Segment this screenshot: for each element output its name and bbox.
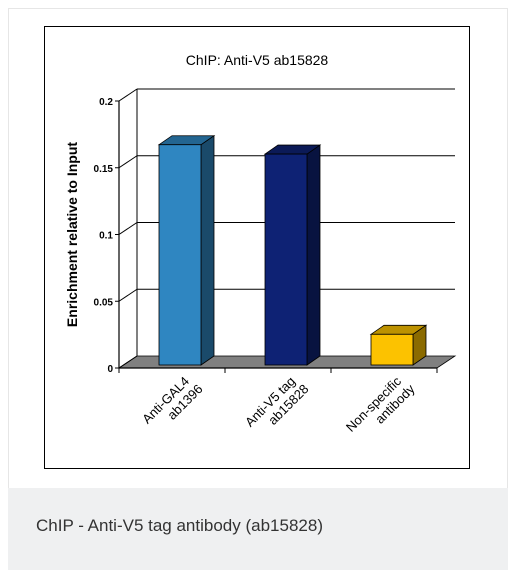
chart-figure: ChIP: Anti-V5 ab15828 0 0.05 0.1 0.15 0.2 Enri… [44,26,470,469]
bar-chart: ChIP: Anti-V5 ab15828 0 0.05 0.1 0.15 0.2 Enri… [64,52,457,445]
y-tick-label: 0.2 [99,97,113,108]
side-wall-line [118,288,138,302]
side-wall-line [118,155,138,169]
bar-side [306,144,321,366]
side-wall-line [118,222,138,235]
figure-caption: ChIP - Anti-V5 tag antibody (ab15828) [8,488,508,570]
y-tick-label: 0.05 [94,297,114,308]
x-tick-label: Anti-V5 tagab15828 [242,371,312,441]
side-wall-line [118,88,138,102]
bar [370,333,414,366]
y-tick-label: 0.15 [94,164,114,175]
bar [158,144,202,366]
bar [264,153,308,366]
y-tick-label: 0 [107,364,113,375]
bar-side [200,134,215,366]
side-wall-line [118,355,138,369]
x-tick-label: Non-specificantibody [343,370,418,445]
y-tick-label: 0.1 [99,231,113,242]
y-axis-label: Enrichment relative to Input [64,142,80,327]
x-tick-label: Anti-GAL4ab1396 [139,371,205,437]
chart-title: ChIP: Anti-V5 ab15828 [186,52,329,68]
